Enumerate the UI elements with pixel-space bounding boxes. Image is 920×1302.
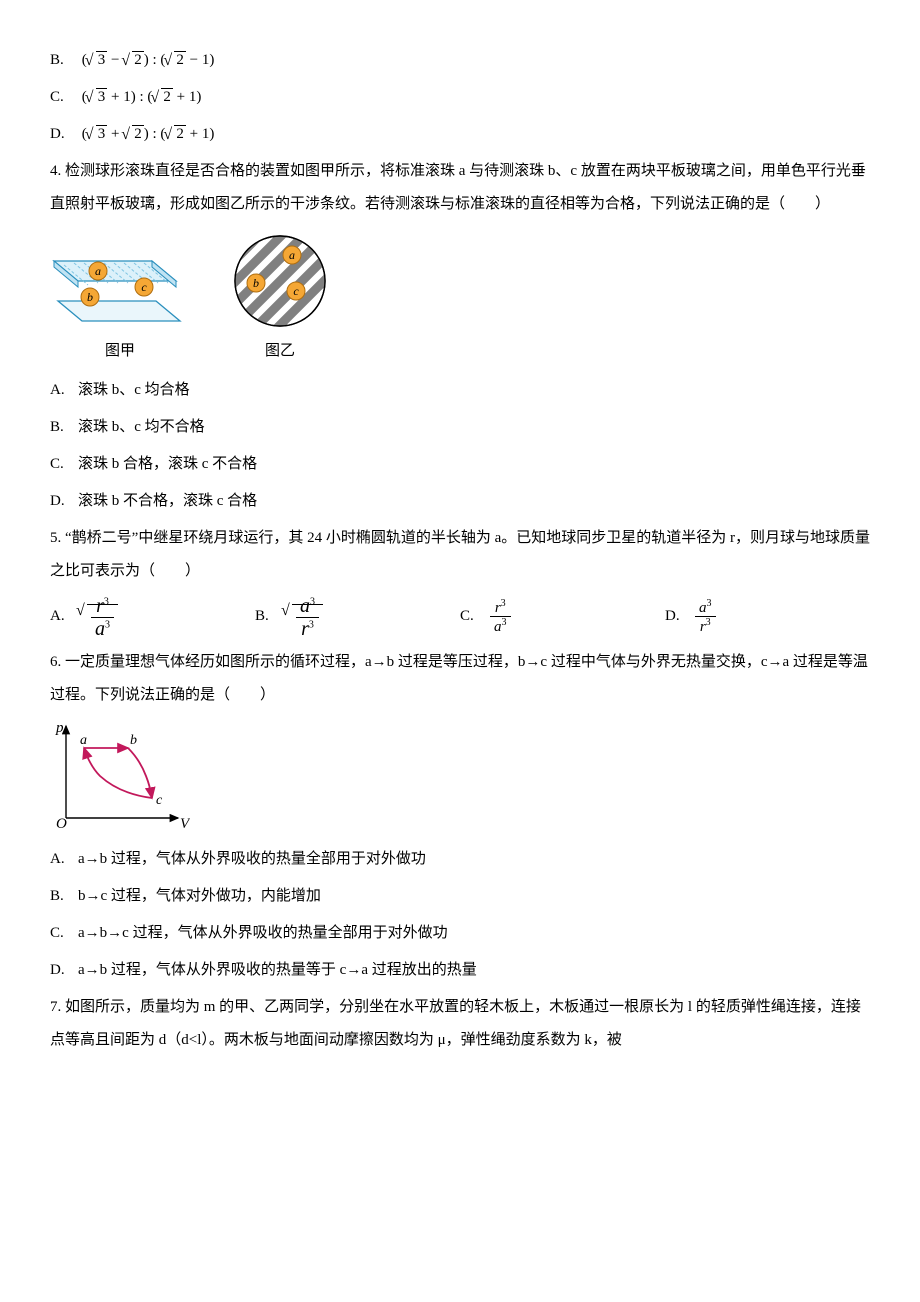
q5-option-b: B. a3r3 xyxy=(255,594,460,640)
q4-option-b: B.滚珠 b、c 均不合格 xyxy=(50,411,870,444)
q5-option-c: C. r3a3 xyxy=(460,594,665,640)
q4-fig2-wrap: a b c 图乙 xyxy=(230,231,330,368)
q5-option-a: A. r3a3 xyxy=(50,594,255,640)
svg-text:c: c xyxy=(141,280,147,294)
q6-stem: 6. 一定质量理想气体经历如图所示的循环过程，a→b 过程是等压过程，b→c 过… xyxy=(50,646,870,712)
option-label: C. xyxy=(50,81,78,114)
q4-option-d: D.滚珠 b 不合格，滚珠 c 合格 xyxy=(50,485,870,518)
q4-option-c: C.滚珠 b 合格，滚珠 c 不合格 xyxy=(50,448,870,481)
q6-graph: p V O a b c xyxy=(50,720,870,835)
q7-stem: 7. 如图所示，质量均为 m 的甲、乙两同学，分别坐在水平放置的轻木板上，木板通… xyxy=(50,991,870,1057)
option-expr: (3 + 1) : (2 + 1) xyxy=(82,89,202,105)
svg-text:a: a xyxy=(289,248,295,262)
q6-option-b: B.b→c 过程，气体对外做功，内能增加 xyxy=(50,880,870,913)
q5-number: 5. xyxy=(50,530,61,546)
q5-stem: 5. “鹊桥二号”中继星环绕月球运行，其 24 小时椭圆轨道的半长轴为 a。已知… xyxy=(50,522,870,588)
q6-option-c: C.a→b→c 过程，气体从外界吸收的热量全部用于对外做功 xyxy=(50,917,870,950)
option-label: B. xyxy=(50,44,78,77)
option-label: D. xyxy=(50,118,78,151)
v-axis-label: V xyxy=(180,816,190,832)
svg-text:c: c xyxy=(293,284,299,298)
q4-figure1: a b c xyxy=(50,241,190,331)
svg-text:b: b xyxy=(130,733,137,748)
q4-option-a: A.滚珠 b、c 均合格 xyxy=(50,374,870,407)
svg-text:a: a xyxy=(95,264,101,278)
q4-figures: a b c 图甲 xyxy=(50,231,870,368)
q7-text: 如图所示，质量均为 m 的甲、乙两同学，分别坐在水平放置的轻木板上，木板通过一根… xyxy=(50,999,861,1048)
svg-text:c: c xyxy=(156,793,163,808)
q6-option-d: D.a→b 过程，气体从外界吸收的热量等于 c→a 过程放出的热量 xyxy=(50,954,870,987)
p-axis-label: p xyxy=(55,720,64,736)
q4-fig1-wrap: a b c 图甲 xyxy=(50,241,190,368)
q4-figure2: a b c xyxy=(230,231,330,331)
option-expr: (3 + 2) : (2 + 1) xyxy=(82,126,215,142)
origin-label: O xyxy=(56,816,67,832)
q3-option-d: D. (3 + 2) : (2 + 1) xyxy=(50,118,870,151)
q5-option-d: D. a3r3 xyxy=(665,594,870,640)
q5-options: A. r3a3 B. a3r3 C. r3a3 D. a3r3 xyxy=(50,594,870,640)
svg-text:a: a xyxy=(80,733,87,748)
option-expr: (3 − 2) : (2 − 1) xyxy=(82,52,215,68)
q4-fig1-caption: 图甲 xyxy=(50,335,190,368)
q6-text: 一定质量理想气体经历如图所示的循环过程，a→b 过程是等压过程，b→c 过程中气… xyxy=(50,654,868,703)
q4-number: 4. xyxy=(50,163,61,179)
q3-option-c: C. (3 + 1) : (2 + 1) xyxy=(50,81,870,114)
q5-text: “鹊桥二号”中继星环绕月球运行，其 24 小时椭圆轨道的半长轴为 a。已知地球同… xyxy=(50,530,870,579)
q4-fig2-caption: 图乙 xyxy=(230,335,330,368)
q7-number: 7. xyxy=(50,999,61,1015)
q6-number: 6. xyxy=(50,654,61,670)
svg-text:b: b xyxy=(87,290,93,304)
q6-option-a: A.a→b 过程，气体从外界吸收的热量全部用于对外做功 xyxy=(50,843,870,876)
q3-option-b: B. (3 − 2) : (2 − 1) xyxy=(50,44,870,77)
svg-text:b: b xyxy=(253,276,259,290)
q4-text: 检测球形滚珠直径是否合格的装置如图甲所示，将标准滚珠 a 与待测滚珠 b、c 放… xyxy=(50,163,866,212)
q4-stem: 4. 检测球形滚珠直径是否合格的装置如图甲所示，将标准滚珠 a 与待测滚珠 b、… xyxy=(50,155,870,221)
